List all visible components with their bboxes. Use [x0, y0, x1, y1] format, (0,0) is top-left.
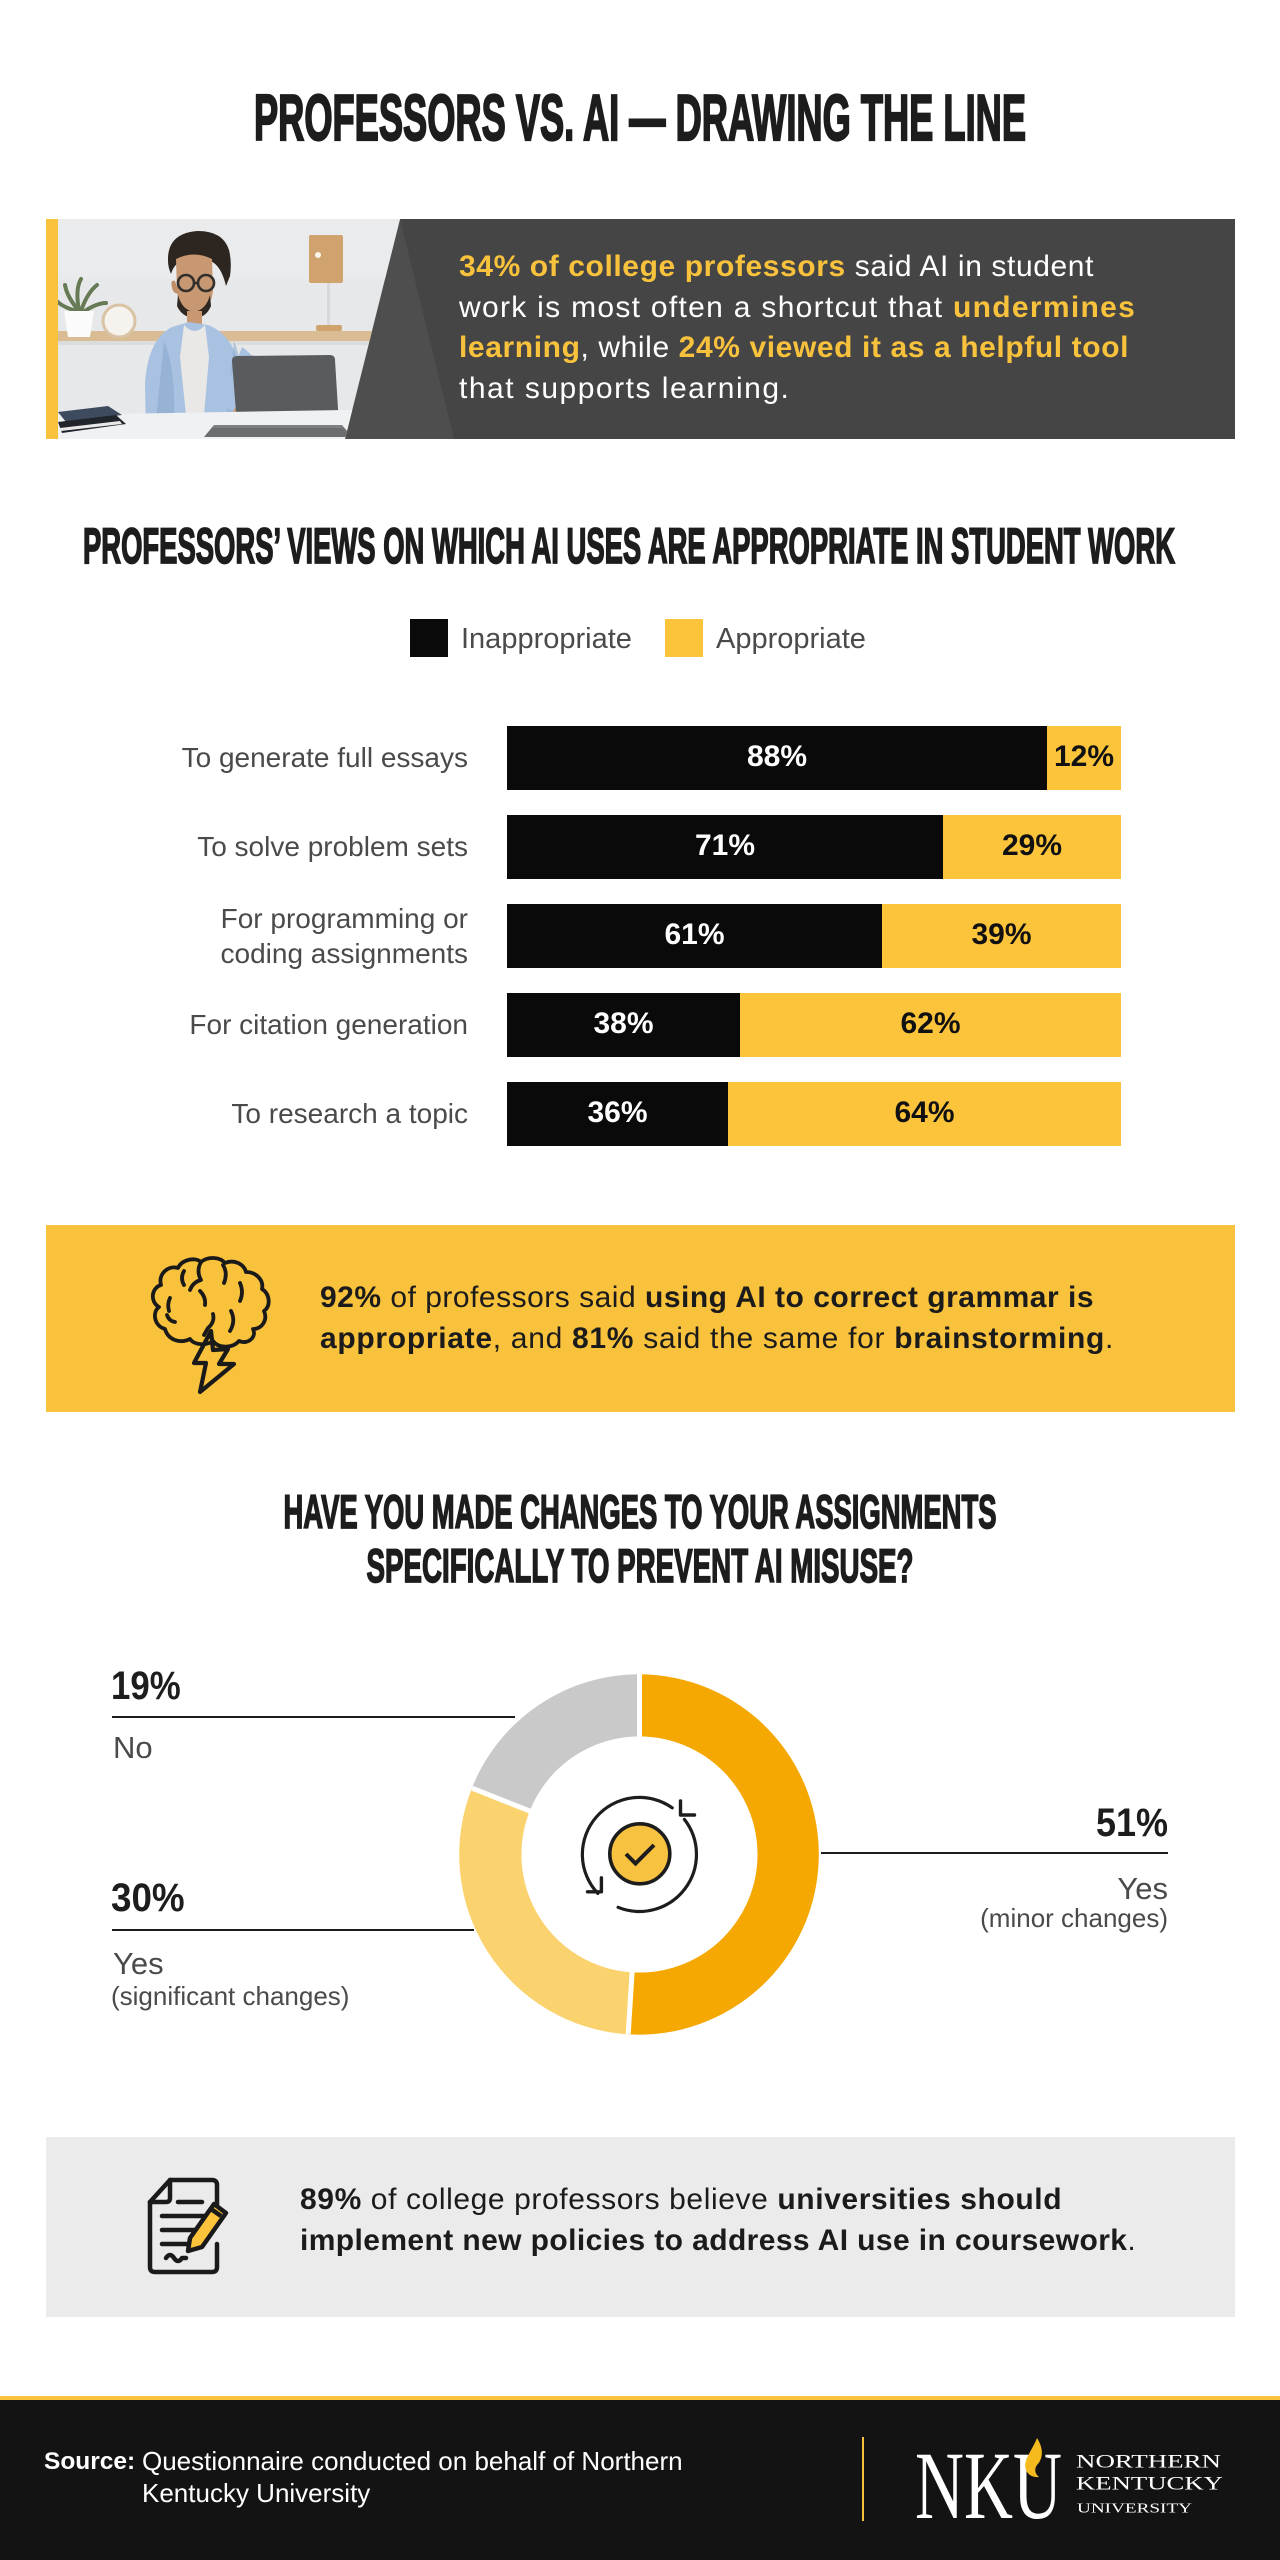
svg-text:PROFESSORS’ VIEWS ON WHICH AI: PROFESSORS’ VIEWS ON WHICH AI USES ARE A…: [83, 518, 1175, 574]
svg-text:PROFESSORS VS. AI — DRAWING TH: PROFESSORS VS. AI — DRAWING THE LINE: [254, 81, 1026, 154]
svg-text:KENTUCKY: KENTUCKY: [1076, 2474, 1223, 2495]
svg-text:NORTHERN: NORTHERN: [1076, 2453, 1221, 2473]
svg-text:SPECIFICALLY TO PREVENT AI MIS: SPECIFICALLY TO PREVENT AI MISUSE?: [367, 1539, 914, 1592]
svg-text:UNIVERSITY: UNIVERSITY: [1077, 2502, 1192, 2517]
svg-text:HAVE YOU MADE CHANGES TO YOUR: HAVE YOU MADE CHANGES TO YOUR ASSIGNMENT…: [284, 1485, 997, 1538]
